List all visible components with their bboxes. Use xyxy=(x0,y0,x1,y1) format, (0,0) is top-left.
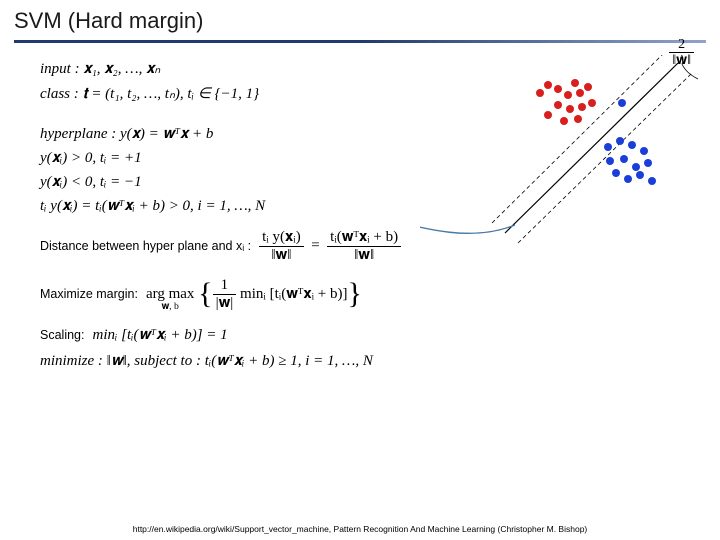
maximize-row: Maximize margin: arg max 𝐰, b { 1 |𝐰| mi… xyxy=(40,277,720,312)
scaling-label: Scaling: xyxy=(40,328,84,342)
svm-svg xyxy=(420,55,700,255)
distance-label: Distance between hyper plane and xᵢ : xyxy=(40,239,251,253)
scaling-row: Scaling: minᵢ [tᵢ(𝐰ᵀ𝐱ᵢ + b)] = 1 xyxy=(40,326,720,344)
maximize-eq: arg max 𝐰, b { 1 |𝐰| minᵢ [tᵢ(𝐰ᵀ𝐱ᵢ + b)]… xyxy=(146,277,362,312)
footer-citation: http://en.wikipedia.org/wiki/Support_vec… xyxy=(0,524,720,534)
page-title: SVM (Hard margin) xyxy=(14,8,706,34)
title-bar: SVM (Hard margin) xyxy=(0,0,720,38)
distance-eq: tᵢ y(𝐱ᵢ) ‖𝐰‖ = tᵢ(𝐰ᵀ𝐱ᵢ + b) ‖𝐰‖ xyxy=(259,229,401,263)
scaling-eq: minᵢ [tᵢ(𝐰ᵀ𝐱ᵢ + b)] = 1 xyxy=(92,326,227,344)
margin-width-label: 2 ‖𝐰‖ xyxy=(669,37,694,69)
svm-diagram: 2 ‖𝐰‖ xyxy=(420,55,700,255)
eq-minimize: minimize : ‖𝐰‖, subject to : tᵢ(𝐰ᵀ𝐱ᵢ + b… xyxy=(40,352,720,370)
maximize-label: Maximize margin: xyxy=(40,287,138,301)
